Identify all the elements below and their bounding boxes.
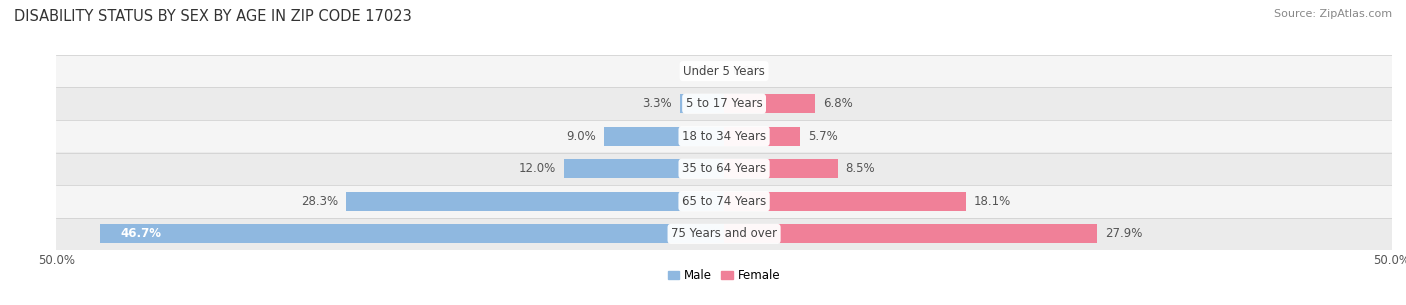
Bar	[100, 224, 724, 243]
Text: 0.0%: 0.0%	[733, 65, 762, 78]
Text: 65 to 74 Years: 65 to 74 Years	[682, 195, 766, 208]
Legend: Male, Female: Male, Female	[662, 265, 786, 287]
Text: 75 Years and over: 75 Years and over	[671, 227, 778, 240]
Text: 18 to 34 Years: 18 to 34 Years	[682, 130, 766, 143]
Bar	[605, 127, 724, 146]
Bar	[724, 94, 815, 113]
Bar	[724, 127, 800, 146]
Text: 18.1%: 18.1%	[974, 195, 1011, 208]
Bar	[56, 55, 1392, 88]
Text: Source: ZipAtlas.com: Source: ZipAtlas.com	[1274, 9, 1392, 19]
Bar	[724, 192, 966, 211]
Text: 46.7%: 46.7%	[121, 227, 162, 240]
Text: 6.8%: 6.8%	[823, 97, 852, 110]
Text: 27.9%: 27.9%	[1105, 227, 1142, 240]
Bar	[56, 152, 1392, 185]
Text: 35 to 64 Years: 35 to 64 Years	[682, 162, 766, 175]
Text: 12.0%: 12.0%	[519, 162, 555, 175]
Text: 8.5%: 8.5%	[845, 162, 876, 175]
Bar	[724, 159, 838, 178]
Text: 5.7%: 5.7%	[808, 130, 838, 143]
Text: 28.3%: 28.3%	[301, 195, 337, 208]
Bar	[724, 224, 1097, 243]
Bar	[56, 217, 1392, 250]
Bar	[564, 159, 724, 178]
Text: 9.0%: 9.0%	[567, 130, 596, 143]
Bar	[56, 120, 1392, 152]
Bar	[56, 88, 1392, 120]
Text: Under 5 Years: Under 5 Years	[683, 65, 765, 78]
Text: 3.3%: 3.3%	[643, 97, 672, 110]
Bar	[681, 94, 724, 113]
Text: DISABILITY STATUS BY SEX BY AGE IN ZIP CODE 17023: DISABILITY STATUS BY SEX BY AGE IN ZIP C…	[14, 9, 412, 24]
Text: 0.0%: 0.0%	[686, 65, 716, 78]
Bar	[346, 192, 724, 211]
Text: 5 to 17 Years: 5 to 17 Years	[686, 97, 762, 110]
Bar	[56, 185, 1392, 217]
